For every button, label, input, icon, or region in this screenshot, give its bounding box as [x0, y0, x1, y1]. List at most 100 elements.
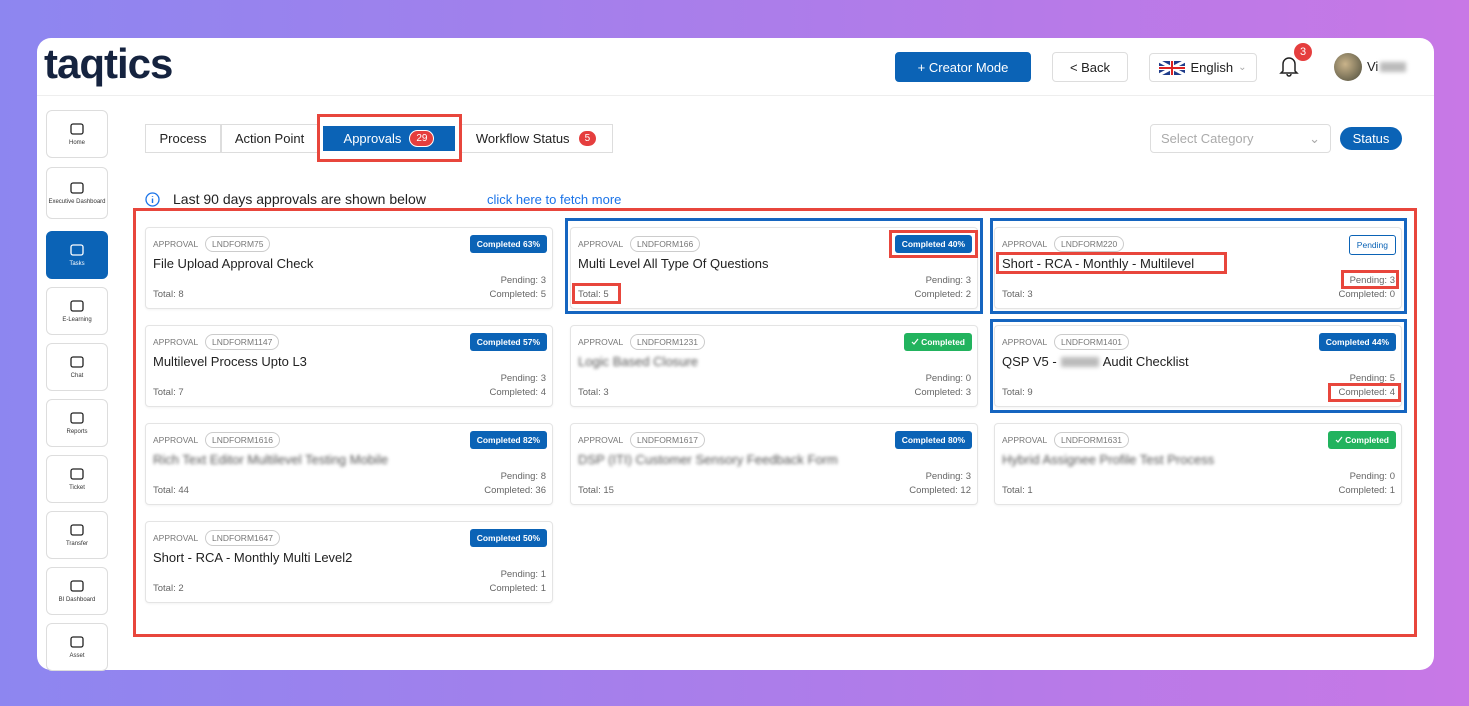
form-id: LNDFORM1147	[205, 334, 280, 350]
total-count: Total: 2	[153, 583, 184, 594]
form-id: LNDFORM166	[630, 236, 701, 252]
tab[interactable]: Action Point	[221, 124, 318, 153]
annotation-box	[317, 114, 462, 162]
annotation-box	[1341, 270, 1399, 289]
card-type: APPROVAL	[578, 239, 624, 249]
card-type: APPROVAL	[153, 337, 199, 347]
sidebar-item[interactable]: Home	[46, 110, 108, 158]
approval-card[interactable]: APPROVAL LNDFORM1647 Short - RCA - Monthly…	[145, 521, 553, 603]
bell-icon[interactable]	[1279, 55, 1299, 77]
status-badge: Completed 80%	[894, 431, 972, 449]
check-icon	[1335, 436, 1343, 443]
approval-card[interactable]: APPROVAL LNDFORM220 Short - RCA - Monthly …	[994, 227, 1402, 309]
approval-card[interactable]: APPROVAL LNDFORM1617 DSP (ITI) Customer Se…	[570, 423, 978, 505]
annotation-box	[133, 208, 1417, 637]
card-title: Short - RCA - Monthly Multi Level2	[153, 550, 352, 565]
tab[interactable]: Approvals 29	[323, 126, 455, 151]
badge-text: Completed 57%	[476, 337, 540, 347]
sidebar-item[interactable]: BI Dashboard	[46, 567, 108, 615]
form-id: LNDFORM1616	[205, 432, 280, 448]
pending-count: Pending: 3	[925, 471, 971, 482]
total-count: Total: 8	[153, 289, 184, 300]
title-text: Audit Checklist	[1102, 354, 1189, 369]
back-button[interactable]: < Back	[1052, 52, 1128, 82]
sidebar-item[interactable]: Tasks	[46, 231, 108, 279]
approval-card[interactable]: APPROVAL LNDFORM1631 Hybrid Assignee Profi…	[994, 423, 1402, 505]
category-select[interactable]: Select Category ⌄	[1150, 124, 1331, 153]
form-id: LNDFORM1631	[1054, 432, 1129, 448]
completed-count: Completed: 36	[484, 485, 546, 496]
sidebar-item[interactable]: Chat	[46, 343, 108, 391]
tab-badge: 29	[409, 130, 435, 147]
badge-text: Completed 44%	[1325, 337, 1389, 347]
annotation-box	[889, 230, 978, 258]
info-icon	[145, 192, 160, 207]
badge-text: Completed 50%	[476, 533, 540, 543]
sidebar-label: E-Learning	[62, 317, 92, 323]
language-label: English	[1190, 60, 1234, 75]
sidebar-item[interactable]: Asset	[46, 623, 108, 671]
badge-text: Completed 63%	[476, 239, 540, 249]
card-type: APPROVAL	[1002, 337, 1048, 347]
logo: taqtics	[44, 40, 173, 87]
sidebar-item[interactable]: Executive Dashboard	[46, 167, 108, 219]
approval-card[interactable]: APPROVAL LNDFORM1147 Multilevel Process Up…	[145, 325, 553, 407]
approval-card[interactable]: APPROVAL LNDFORM75 File Upload Approval Ch…	[145, 227, 553, 309]
title-text: Logic Based Closure	[578, 354, 698, 369]
card-title: QSP V5 - Audit Checklist	[1002, 354, 1189, 369]
language-select[interactable]: English ⌄	[1149, 53, 1257, 82]
sidebar-icon	[70, 412, 84, 424]
card-type: APPROVAL	[578, 337, 624, 347]
annotation-box	[565, 218, 983, 314]
status-badge: Completed	[1328, 431, 1396, 449]
completed-count: Completed: 12	[909, 485, 971, 496]
total-count: Total: 7	[153, 387, 184, 398]
form-id: LNDFORM1231	[630, 334, 705, 350]
status-badge: Pending	[1348, 235, 1396, 255]
completed-count: Completed: 2	[914, 289, 971, 300]
approval-card[interactable]: APPROVAL LNDFORM1231 Logic Based Closure Co…	[570, 325, 978, 407]
sidebar-label: Asset	[69, 653, 85, 659]
card-type: APPROVAL	[153, 239, 199, 249]
fetch-more-link[interactable]: click here to fetch more	[487, 192, 622, 207]
header-divider	[37, 95, 1434, 96]
status-button[interactable]: Status	[1340, 127, 1402, 150]
creator-mode-button[interactable]: + Creator Mode	[895, 52, 1031, 82]
badge-text: Completed 82%	[476, 435, 540, 445]
badge-text: Completed	[1345, 435, 1389, 445]
user-name-text: Vi	[1367, 59, 1379, 74]
card-type: APPROVAL	[578, 435, 624, 445]
notification-badge: 3	[1294, 43, 1312, 61]
sidebar-item[interactable]: Ticket	[46, 455, 108, 503]
card-type: APPROVAL	[153, 533, 199, 543]
completed-count: Completed: 1	[489, 583, 546, 594]
annotation-box	[572, 283, 621, 304]
approval-card[interactable]: APPROVAL LNDFORM1616 Rich Text Editor Mult…	[145, 423, 553, 505]
tab[interactable]: Workflow Status 5	[460, 124, 613, 153]
approval-card[interactable]: APPROVAL LNDFORM166 Multi Level All Type O…	[570, 227, 978, 309]
pending-count: Pending: 3	[500, 275, 546, 286]
annotation-box	[1328, 383, 1401, 402]
pending-count: Pending: 0	[925, 373, 971, 384]
status-badge: Completed 82%	[469, 431, 547, 449]
approval-card[interactable]: APPROVAL LNDFORM1401 QSP V5 - Audit Checkli…	[994, 325, 1402, 407]
avatar[interactable]	[1334, 53, 1362, 81]
sidebar-item[interactable]: Transfer	[46, 511, 108, 559]
total-count: Total: 3	[578, 387, 609, 398]
annotation-box	[996, 252, 1227, 274]
sidebar-icon	[70, 468, 84, 480]
sidebar-item[interactable]: E-Learning	[46, 287, 108, 335]
tab[interactable]: Process	[145, 124, 221, 153]
card-type: APPROVAL	[1002, 239, 1048, 249]
sidebar-item[interactable]: Reports	[46, 399, 108, 447]
pending-count: Pending: 1	[500, 569, 546, 580]
title-text: Short - RCA - Monthly Multi Level2	[153, 550, 353, 565]
badge-text: Completed	[921, 337, 965, 347]
title-text: Multilevel Process Upto L3	[153, 354, 307, 369]
card-title: DSP (ITI) Customer Sensory Feedback Form	[578, 452, 838, 467]
completed-count: Completed: 0	[1338, 289, 1395, 300]
title-text: Hybrid Assignee Profile Test Process	[1002, 452, 1215, 467]
status-badge: Completed 50%	[469, 529, 547, 547]
title-text: Short - RCA - Monthly - Multilevel	[1002, 256, 1195, 271]
